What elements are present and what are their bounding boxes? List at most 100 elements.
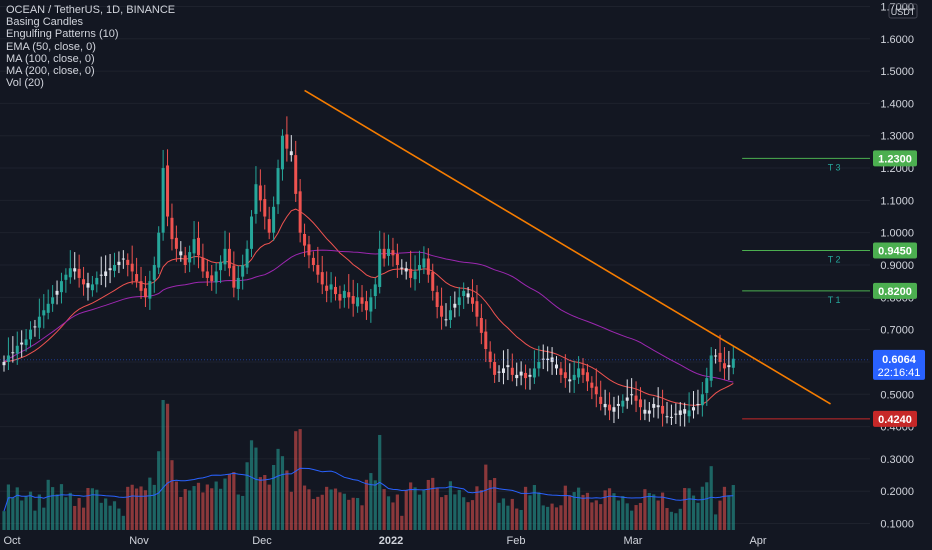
volume-bar xyxy=(320,494,324,530)
candle-body xyxy=(280,135,284,170)
candle-body xyxy=(448,310,452,320)
volume-bar xyxy=(510,498,514,530)
candle-body xyxy=(656,405,660,408)
volume-bar xyxy=(696,502,700,530)
candle-body xyxy=(51,297,55,304)
volume-bar xyxy=(81,507,86,530)
volume-bar xyxy=(11,497,15,530)
candle-body xyxy=(210,275,214,282)
candle-body xyxy=(130,263,134,272)
volume-bar xyxy=(439,497,444,530)
legend-indicator-engulfing[interactable]: Engulfing Patterns (10) xyxy=(6,28,119,41)
volume-bar xyxy=(302,485,307,530)
candle-body xyxy=(55,290,59,295)
candle-body xyxy=(303,233,307,246)
volume-bar xyxy=(148,477,152,530)
price-tick: 1.4000 xyxy=(880,98,914,110)
candle-body xyxy=(643,409,647,414)
volume-bar xyxy=(665,508,669,530)
trendline[interactable] xyxy=(304,89,831,405)
candle-body xyxy=(157,232,161,268)
volume-bars xyxy=(2,400,735,530)
candle-body xyxy=(422,258,426,268)
volume-bar xyxy=(112,501,117,530)
legend-indicator-ma200[interactable]: MA (200, close, 0) xyxy=(6,65,95,78)
candle-body xyxy=(519,371,523,376)
time-tick: Mar xyxy=(624,535,643,547)
candle-body xyxy=(378,248,382,287)
legend-indicator-vol[interactable]: Vol (20) xyxy=(6,77,44,90)
volume-bar xyxy=(210,488,214,530)
volume-bar xyxy=(325,486,329,530)
candle-body xyxy=(630,394,634,396)
volume-bar xyxy=(99,502,103,530)
candle-body xyxy=(99,274,103,276)
candle-body xyxy=(334,286,337,295)
volume-bar xyxy=(179,496,183,530)
candle-body xyxy=(108,268,112,271)
candle-body xyxy=(435,292,439,308)
time-tick: Apr xyxy=(749,535,766,547)
volume-bar xyxy=(714,514,718,530)
candle-body xyxy=(727,365,731,368)
candle-body xyxy=(391,250,395,256)
candle-body xyxy=(440,305,444,317)
candle-body xyxy=(590,382,594,388)
price-tick: 1.6000 xyxy=(880,34,914,46)
candle-body xyxy=(188,252,192,263)
candle-body xyxy=(24,339,28,346)
volume-bar xyxy=(117,508,121,530)
candle-body xyxy=(541,358,545,360)
price-axis[interactable]: 1.70001.60001.50001.40001.30001.20001.10… xyxy=(870,0,932,550)
candle-body xyxy=(572,374,576,381)
time-axis[interactable]: Oct Nov Dec 2022 Feb Mar Apr xyxy=(0,532,870,550)
price-axis-bg xyxy=(870,0,932,550)
candle-body xyxy=(493,361,497,375)
legend-indicator-ema[interactable]: EMA (50, close, 0) xyxy=(6,40,96,53)
volume-bar xyxy=(338,492,342,530)
candle-body xyxy=(484,331,488,350)
moving-averages xyxy=(3,208,734,406)
candle-body xyxy=(205,271,209,278)
volume-bar xyxy=(444,495,448,530)
volume-bar xyxy=(307,489,311,530)
price-tick: 0.7000 xyxy=(880,325,914,337)
legend-indicator-basing[interactable]: Basing Candles xyxy=(6,16,84,29)
volume-bar xyxy=(201,492,205,530)
volume-bar xyxy=(550,503,554,530)
candle-body xyxy=(236,277,240,289)
candle-body xyxy=(77,268,81,278)
volume-bar xyxy=(515,508,519,530)
volume-bar xyxy=(453,494,457,530)
volume-bar xyxy=(37,494,41,530)
candle-body xyxy=(404,268,408,272)
legend-symbol[interactable]: OCEAN / TetherUS, 1D, BINANCE xyxy=(6,4,176,16)
candle-body xyxy=(170,217,174,240)
volume-bar xyxy=(316,496,320,530)
candle-body xyxy=(183,255,187,265)
level-price-tag xyxy=(873,410,917,427)
volume-bar xyxy=(603,490,607,530)
legend-indicator-ma100[interactable]: MA (100, close, 0) xyxy=(6,52,95,65)
volume-bar xyxy=(563,485,567,530)
volume-bar xyxy=(28,491,33,530)
candle-body xyxy=(325,285,329,291)
volume-bar xyxy=(285,470,289,530)
candle-body xyxy=(11,352,15,354)
ma-line xyxy=(3,249,734,383)
candle-body xyxy=(594,386,598,395)
volume-bar xyxy=(493,478,497,530)
candle-body xyxy=(369,297,373,312)
volume-bar xyxy=(409,482,413,530)
volume-bar xyxy=(577,487,581,530)
price-tick: 0.2000 xyxy=(880,486,914,498)
volume-bar xyxy=(431,477,435,530)
volume-bar xyxy=(373,480,377,530)
volume-bar xyxy=(294,431,298,530)
candle-body xyxy=(37,316,41,328)
volume-bar xyxy=(108,505,112,530)
volume-bar xyxy=(660,492,665,530)
trendline-line xyxy=(304,89,831,405)
volume-bar xyxy=(364,479,369,530)
